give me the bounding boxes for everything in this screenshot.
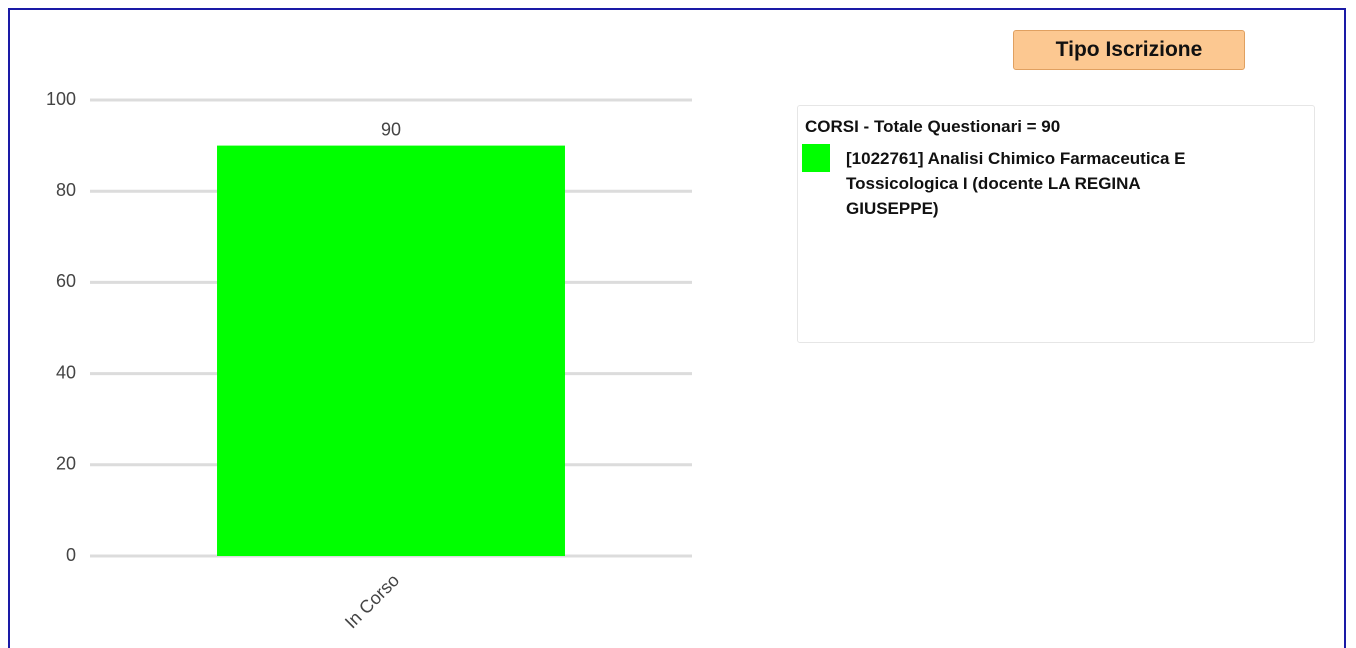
chart-title: Tipo Iscrizione bbox=[1013, 30, 1245, 70]
y-tick-label: 40 bbox=[56, 362, 76, 382]
legend: CORSI - Totale Questionari = 90 [1022761… bbox=[797, 105, 1315, 343]
legend-entry: [1022761] Analisi Chimico Farmaceutica E… bbox=[846, 149, 1186, 218]
y-tick-label: 20 bbox=[56, 454, 76, 474]
y-tick-label: 80 bbox=[56, 180, 76, 200]
frame bbox=[8, 8, 1346, 648]
legend-title: CORSI - Totale Questionari = 90 bbox=[805, 117, 1061, 136]
bar bbox=[217, 145, 565, 556]
y-tick-label: 100 bbox=[46, 89, 76, 109]
x-tick-label: In Corso bbox=[341, 570, 403, 632]
data-label: 90 bbox=[381, 119, 401, 139]
legend-swatch bbox=[802, 144, 830, 172]
y-tick-label: 0 bbox=[66, 545, 76, 565]
y-tick-label: 60 bbox=[56, 271, 76, 291]
